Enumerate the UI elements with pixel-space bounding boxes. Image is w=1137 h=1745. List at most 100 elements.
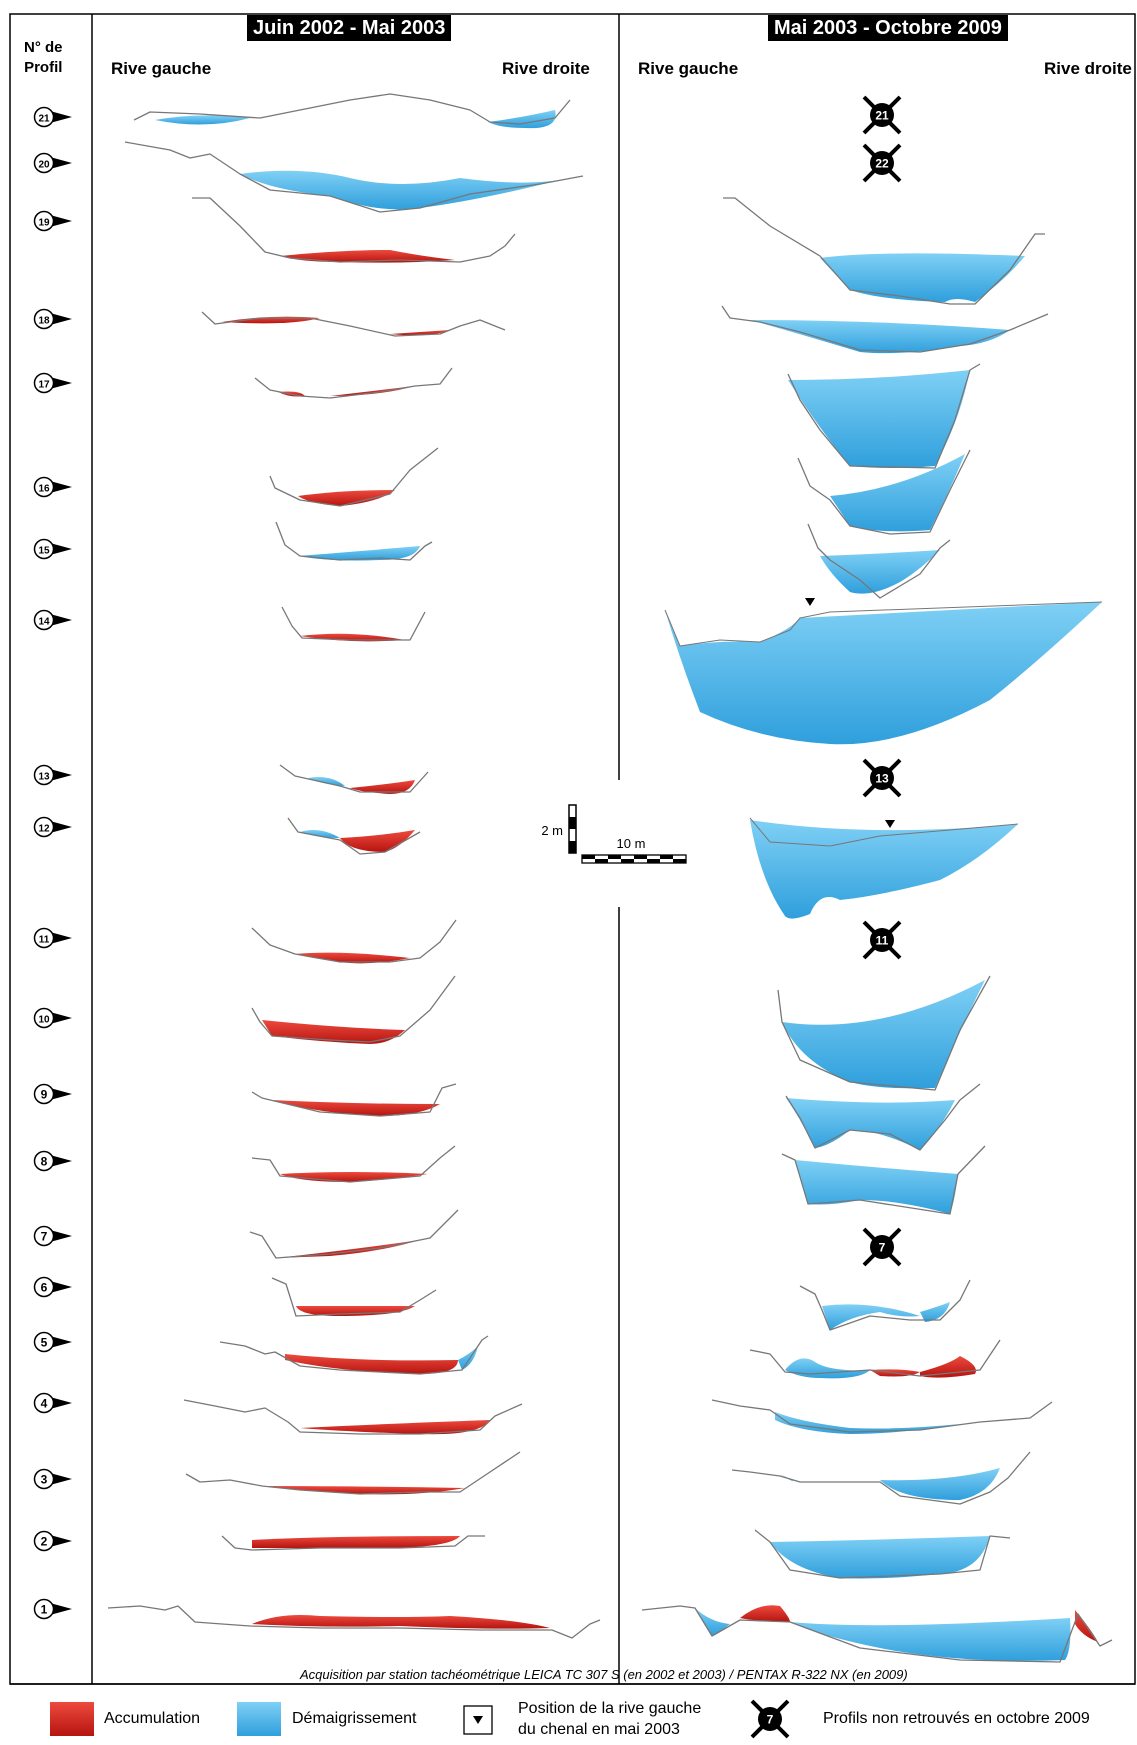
missing-profile-number: 7 bbox=[879, 1241, 886, 1255]
profile-marker-18: 18 bbox=[33, 308, 72, 330]
profile-9-right bbox=[785, 1083, 981, 1151]
profile-3-left bbox=[185, 1451, 521, 1495]
profile-3-right bbox=[731, 1451, 1031, 1505]
profile-number: 3 bbox=[41, 1473, 48, 1487]
legend-bank-position-line2: du chenal en mai 2003 bbox=[518, 1721, 680, 1738]
profile-marker-15: 15 bbox=[33, 538, 72, 560]
profile-10-right bbox=[777, 975, 991, 1091]
legend-missing-label: Profils non retrouvés en octobre 2009 bbox=[823, 1710, 1090, 1727]
profile-16-left bbox=[269, 447, 439, 507]
profile-9-left bbox=[251, 1083, 457, 1117]
missing-profile-7-icon: 7 bbox=[862, 1227, 902, 1267]
profile-number: 21 bbox=[38, 114, 50, 125]
profile-5-right bbox=[749, 1339, 1001, 1379]
period-left-title: Juin 2002 - Mai 2003 bbox=[247, 15, 452, 41]
profile-number: 1 bbox=[41, 1603, 48, 1617]
profile-2-right bbox=[754, 1529, 1011, 1579]
profile-marker-2: 2 bbox=[33, 1530, 72, 1552]
legend-erosion-label: Démaigrissement bbox=[292, 1710, 417, 1727]
profile-18-left bbox=[201, 311, 506, 337]
profile-column-title: N° de Profil bbox=[24, 39, 63, 76]
profile-marker-10: 10 bbox=[33, 1007, 72, 1029]
profile-marker-16: 16 bbox=[33, 476, 72, 498]
profile-1-left bbox=[107, 1605, 601, 1639]
profile-21-left bbox=[133, 93, 571, 129]
profile-marker-4: 4 bbox=[33, 1392, 72, 1414]
profile-marker-11: 11 bbox=[33, 927, 72, 949]
profile-20-left bbox=[124, 141, 584, 213]
profile-marker-17: 17 bbox=[33, 372, 72, 394]
profile-number: 4 bbox=[41, 1397, 48, 1411]
profile-number: 9 bbox=[41, 1088, 48, 1102]
profile-number: 8 bbox=[41, 1155, 48, 1169]
missing-profile-number: 22 bbox=[875, 157, 889, 171]
profile-4-left bbox=[183, 1399, 523, 1435]
profile-13-left bbox=[279, 764, 429, 794]
profile-number: 10 bbox=[38, 1015, 50, 1026]
profile-number: 11 bbox=[39, 935, 50, 946]
profile-marker-21: 21 bbox=[33, 106, 72, 128]
legend-accumulation-label: Accumulation bbox=[104, 1710, 201, 1727]
profile-number: 2 bbox=[41, 1535, 48, 1549]
bank-position-marker bbox=[885, 820, 895, 828]
profile-14-right bbox=[664, 598, 1103, 745]
missing-profile-22-icon: 22 bbox=[862, 143, 902, 183]
profile-marker-19: 19 bbox=[33, 210, 72, 232]
profile-19-left bbox=[192, 197, 516, 263]
profile-number: 7 bbox=[41, 1230, 48, 1244]
right-bank-label-left-panel: Rive droite bbox=[502, 59, 590, 78]
scale-horizontal-label: 10 m bbox=[617, 836, 646, 851]
profile-11-left bbox=[251, 919, 457, 964]
missing-profile-number: 7 bbox=[767, 1713, 774, 1727]
profile-marker-13: 13 bbox=[33, 764, 72, 786]
profile-marker-8: 8 bbox=[33, 1150, 72, 1172]
profile-marker-3: 3 bbox=[33, 1468, 72, 1490]
profile-18-right bbox=[721, 305, 1049, 354]
profile-number: 18 bbox=[38, 316, 50, 327]
profile-7-left bbox=[249, 1209, 459, 1259]
profile-number: 5 bbox=[41, 1336, 48, 1350]
profile-number: 6 bbox=[41, 1281, 48, 1295]
profile-number: 14 bbox=[38, 617, 50, 628]
profile-8-right bbox=[781, 1145, 986, 1215]
profile-marker-6: 6 bbox=[33, 1276, 72, 1298]
profile-15-left bbox=[275, 521, 433, 561]
legend-bank-marker-icon bbox=[473, 1716, 483, 1724]
missing-profile-11-icon: 11 bbox=[862, 920, 902, 960]
legend-bank-position-line1: Position de la rive gauche bbox=[518, 1700, 702, 1717]
profile-marker-9: 9 bbox=[33, 1083, 72, 1105]
profile-number: 15 bbox=[38, 546, 50, 557]
missing-profile-number: 13 bbox=[875, 772, 889, 786]
missing-profile-legend-icon: 7 bbox=[750, 1699, 790, 1739]
profile-number: 20 bbox=[38, 160, 50, 171]
profile-19-right bbox=[723, 197, 1045, 305]
profile-17-right bbox=[787, 363, 981, 469]
missing-profile-number: 21 bbox=[875, 109, 889, 123]
missing-profiles: 21 13 11 7 22 bbox=[862, 95, 902, 1267]
profile-6-right bbox=[799, 1279, 971, 1331]
profile-number: 12 bbox=[38, 824, 50, 835]
profile-marker-12: 12 bbox=[33, 816, 72, 838]
missing-profile-number: 11 bbox=[876, 934, 889, 948]
left-bank-label-right-panel: Rive gauche bbox=[638, 59, 739, 78]
profile-1-right bbox=[641, 1605, 1113, 1663]
profile-5-left bbox=[219, 1335, 489, 1375]
profile-number: 19 bbox=[38, 218, 50, 229]
profile-16-right bbox=[797, 449, 971, 535]
legend-missing-icon: 7 bbox=[750, 1699, 790, 1739]
profile-10-left bbox=[251, 975, 456, 1044]
profile-15-right bbox=[807, 523, 951, 599]
missing-profile-21-icon: 21 bbox=[862, 95, 902, 135]
profile-2-left bbox=[221, 1535, 485, 1551]
missing-profile-13-icon: 13 bbox=[862, 758, 902, 798]
left-panel-profiles bbox=[107, 93, 601, 1639]
profile-4-right bbox=[711, 1399, 1053, 1434]
profile-14-left bbox=[281, 606, 426, 642]
left-bank-label-left-panel: Rive gauche bbox=[111, 59, 212, 78]
right-bank-label-right-panel: Rive droite bbox=[1044, 59, 1132, 78]
period-right-title: Mai 2003 - Octobre 2009 bbox=[768, 15, 1008, 41]
profile-17-left bbox=[254, 367, 453, 399]
profile-marker-5: 5 bbox=[33, 1331, 72, 1353]
